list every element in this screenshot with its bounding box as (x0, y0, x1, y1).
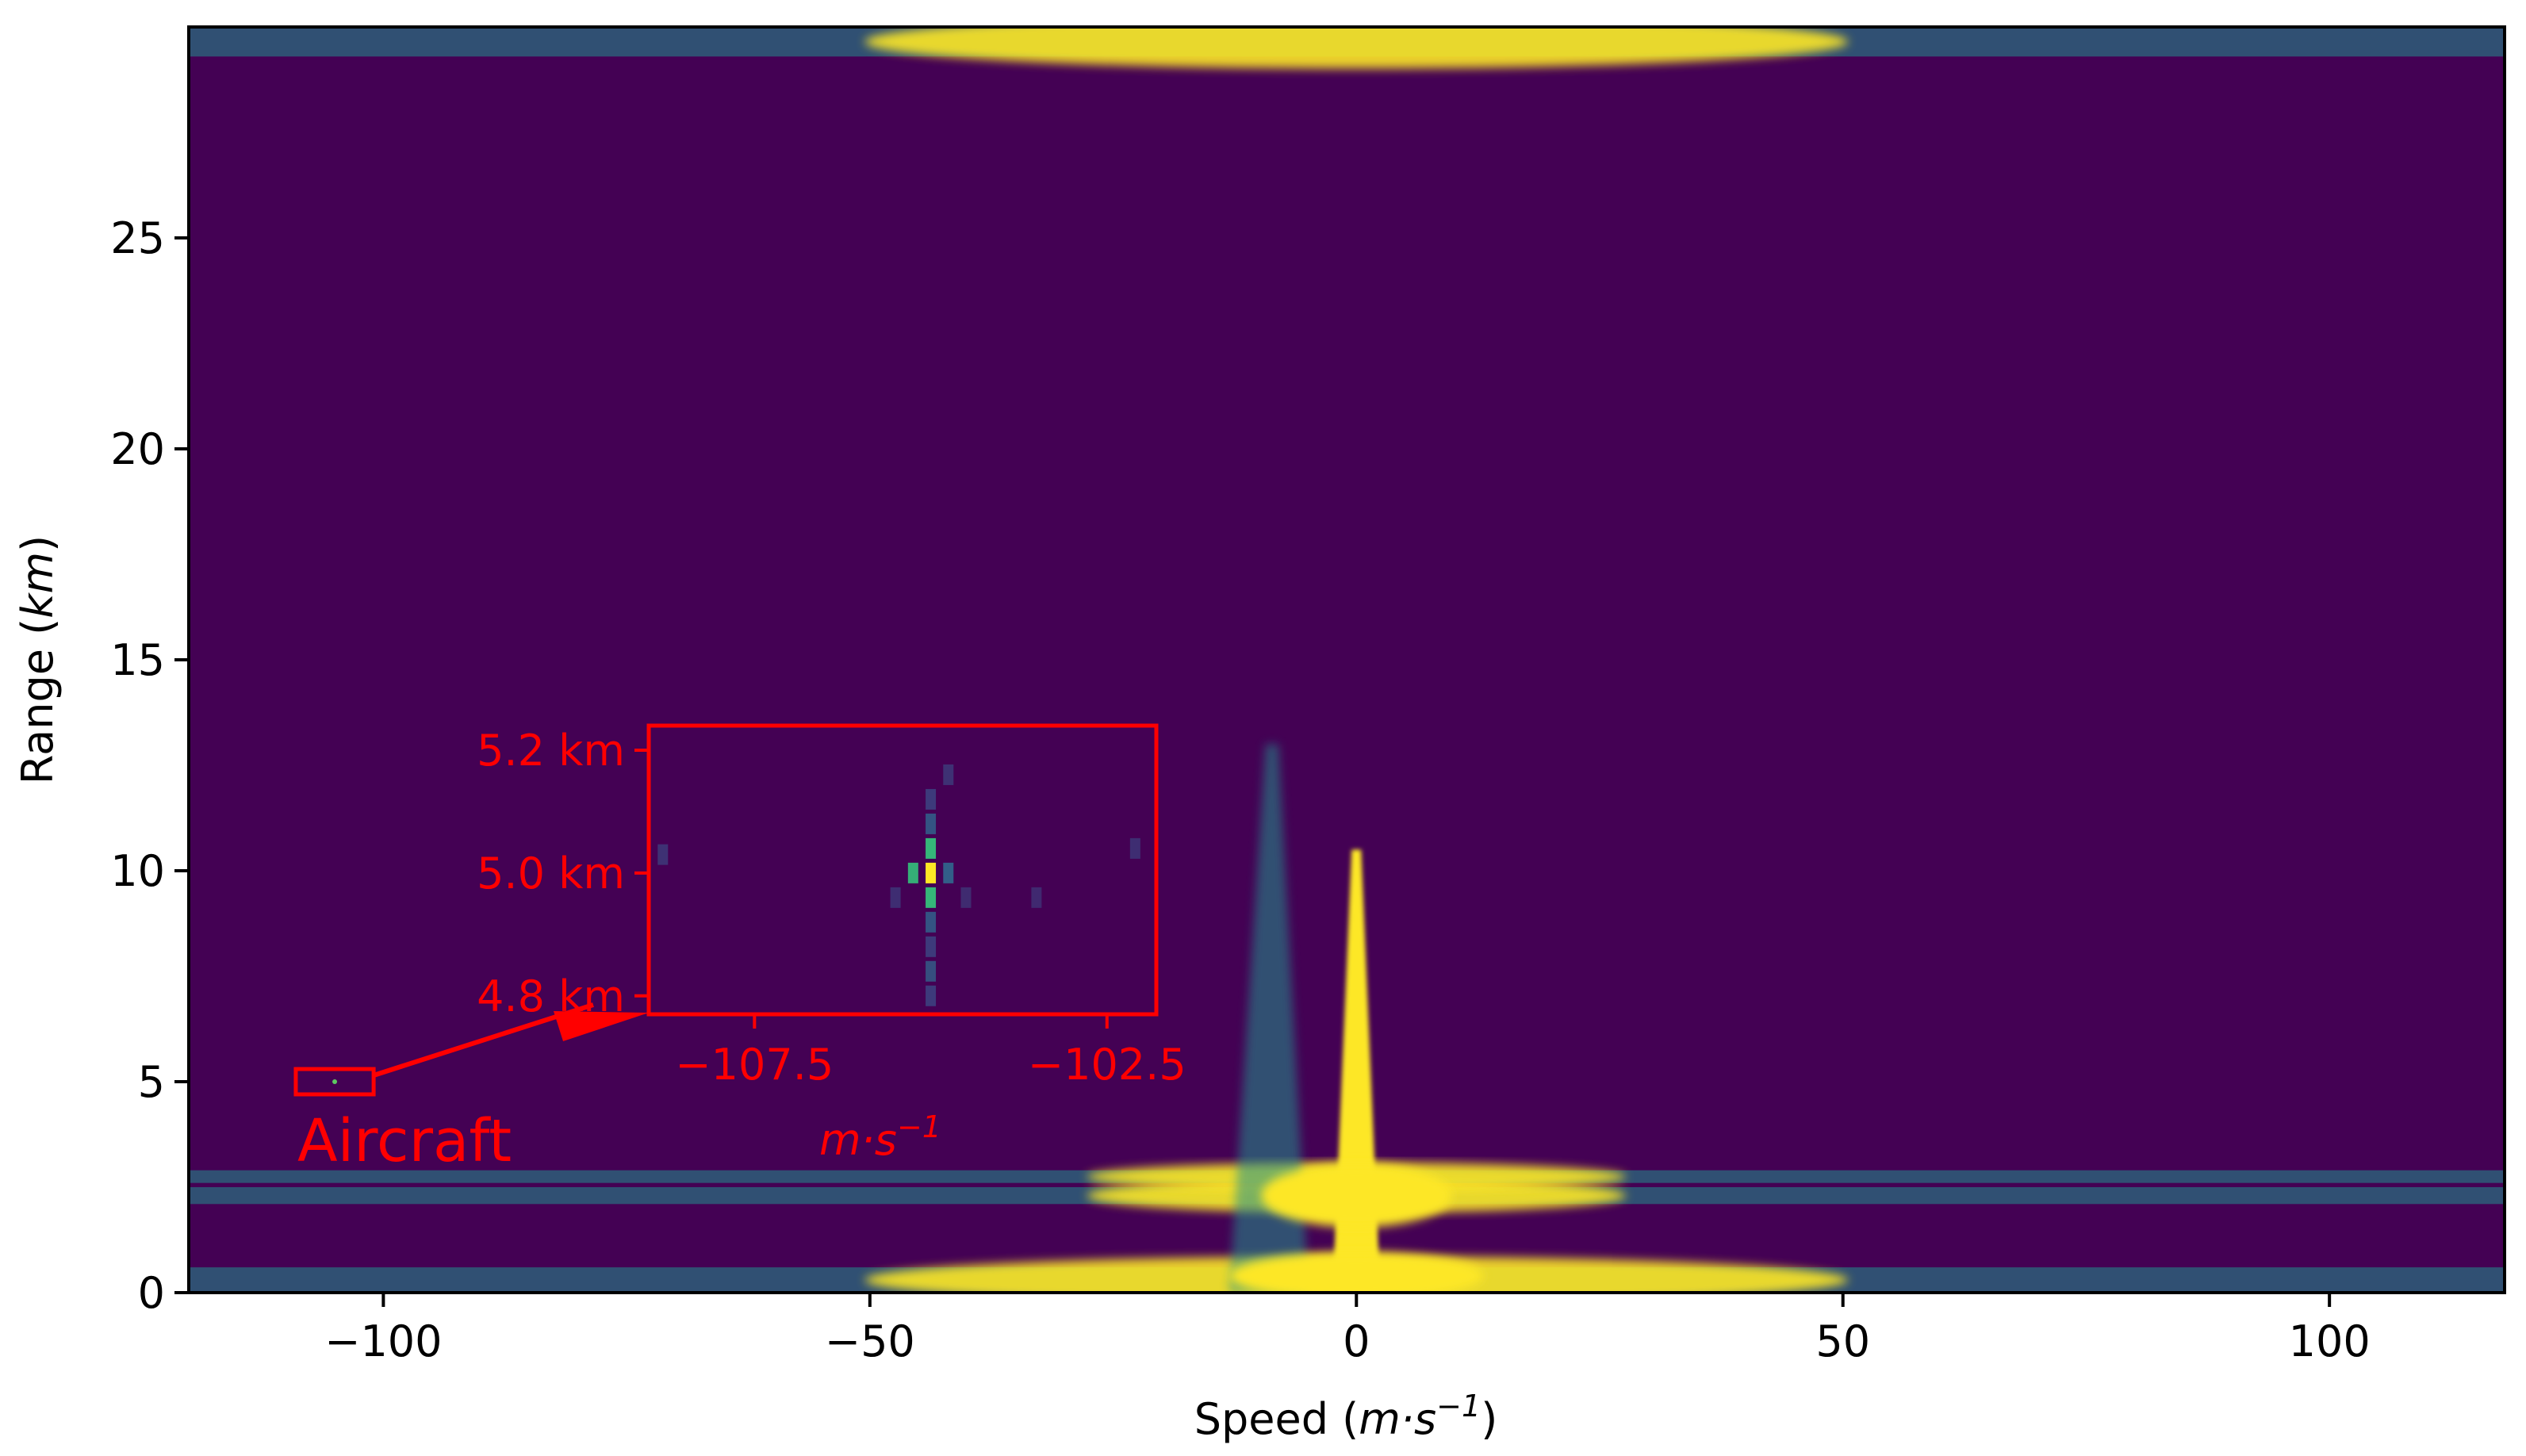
aircraft-annotation: Aircraft (293, 1002, 649, 1175)
inset-background (649, 726, 1156, 1014)
inset-cell (943, 862, 954, 883)
aircraft-target-box (293, 1067, 376, 1097)
y-tick-label: 0 (138, 1268, 165, 1318)
x-axis-label-paren-open: ( (1342, 1394, 1359, 1444)
y-axis-label-paren-open: ( (13, 619, 63, 635)
x-tick-label: 50 (1815, 1316, 1870, 1366)
x-tick-label: −100 (324, 1316, 442, 1366)
near-range-clutter (1261, 1163, 1452, 1228)
heatmap-features (189, 27, 2505, 1293)
inset-cells (657, 764, 1140, 1006)
inset-x-tick-label: −107.5 (675, 1040, 834, 1090)
inset-cell (907, 862, 918, 883)
y-tick-label: 25 (110, 213, 165, 263)
inset-cell (943, 764, 954, 785)
y-axis-label: Range (km) (13, 535, 63, 784)
inset-cell (926, 936, 937, 957)
inset-zoom: −107.5 −102.5 4.8 km 5.0 km 5.2 km m·s−1 (477, 723, 1186, 1165)
x-axis-label-paren-close: ) (1481, 1394, 1497, 1444)
inset-frame (646, 723, 1159, 1017)
y-tick-label: 5 (138, 1057, 165, 1107)
inset-x-label: m·s−1 (819, 1109, 941, 1165)
x-axis-label-unit-exp: −1 (1436, 1389, 1481, 1423)
y-tick-label: 20 (110, 424, 165, 474)
zero-range-clutter (1229, 1251, 1484, 1293)
x-axis-label: Speed (m·s−1) (1194, 1389, 1498, 1444)
y-axis-label-main: Range (13, 635, 63, 784)
inset-y-ticks: 4.8 km 5.0 km 5.2 km (477, 726, 649, 1021)
inset-y-tick-label: 4.8 km (477, 971, 625, 1021)
inset-cell (1031, 887, 1042, 908)
x-axis-label-unit: m·s (1359, 1394, 1436, 1444)
x-tick-label: −50 (825, 1316, 915, 1366)
inset-cell (960, 887, 972, 908)
inset-cell (926, 837, 937, 859)
aircraft-label: Aircraft (297, 1107, 512, 1175)
y-axis-ticks: 0 5 10 15 20 25 (110, 213, 189, 1318)
y-tick-label: 10 (110, 846, 165, 896)
inset-cell (926, 960, 937, 982)
y-axis-label-paren-close: ) (13, 535, 63, 552)
inset-x-ticks: −107.5 −102.5 (675, 1014, 1186, 1090)
y-tick-label: 15 (110, 635, 165, 685)
x-axis-ticks: −100 −50 0 50 100 (324, 1293, 2371, 1366)
inset-x-tick-label: −102.5 (1028, 1040, 1186, 1090)
clutter-column-5 (1229, 744, 1309, 1293)
inset-cell (1129, 837, 1140, 859)
inset-cell (926, 887, 937, 908)
inset-cell (657, 844, 669, 865)
aircraft-target-point (332, 1079, 338, 1084)
x-tick-label: 0 (1343, 1316, 1370, 1366)
inset-y-tick-label: 5.0 km (477, 849, 625, 899)
inset-cell (926, 985, 937, 1006)
inset-x-label-main: m·s (819, 1115, 897, 1165)
inset-cell (926, 813, 937, 834)
inset-cell (926, 788, 937, 810)
inset-arrow-head (554, 1011, 649, 1041)
inset-cell (926, 911, 937, 933)
inset-y-tick-label: 5.2 km (477, 726, 625, 776)
inset-cell (926, 862, 937, 883)
x-axis-label-main: Speed (1194, 1394, 1342, 1444)
inset-cell (890, 887, 901, 908)
x-tick-label: 100 (2289, 1316, 2371, 1366)
heatmap-band-core-0 (864, 27, 1849, 69)
inset-x-label-exp: −1 (897, 1109, 941, 1144)
y-axis-label-unit: km (13, 552, 63, 619)
